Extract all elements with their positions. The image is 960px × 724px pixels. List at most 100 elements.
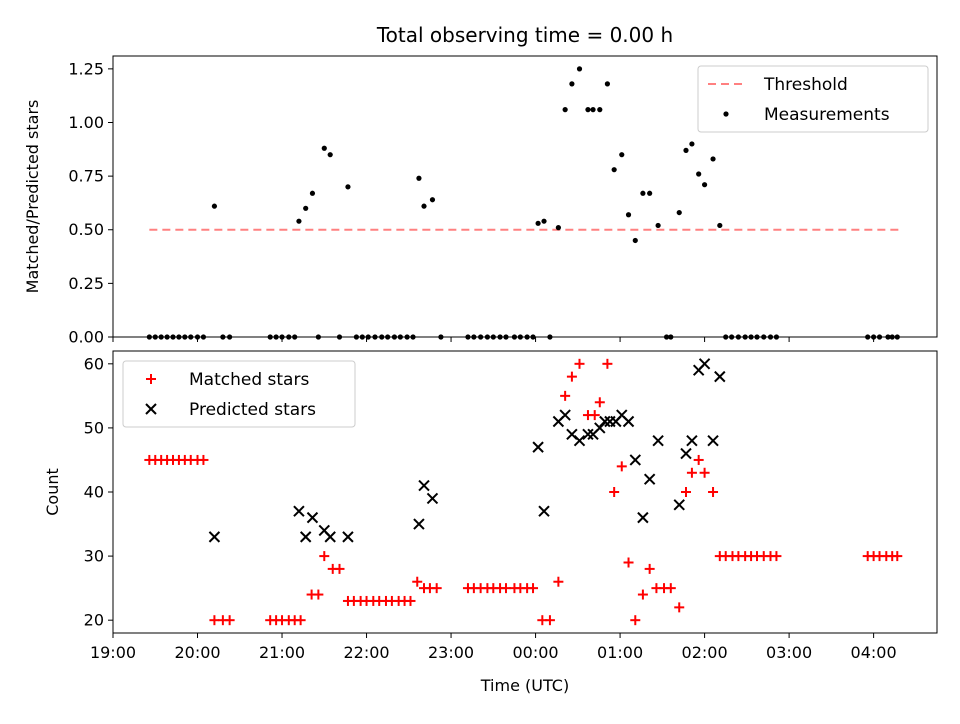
data-point (562, 107, 568, 113)
series-predicted-stars (208, 358, 726, 543)
data-point (686, 435, 698, 447)
ratio-panel: 0.00 0.25 0.50 0.75 1.00 1.25 Matched/Predicte… (23, 55, 938, 347)
y-tick-label: 0.00 (68, 328, 104, 347)
data-point (576, 66, 583, 72)
data-point (643, 473, 656, 485)
data-point (630, 615, 641, 626)
data-point (541, 218, 547, 224)
x-tick-label: 00:00 (513, 643, 559, 662)
data-point (535, 220, 541, 226)
data-point (303, 205, 309, 211)
data-point (559, 409, 571, 421)
x-tick-label: 04:00 (851, 643, 897, 662)
data-point (686, 467, 697, 478)
count-panel: 20 30 40 50 60 19:00 20:00 21:00 22:00 23:00 00:00… (43, 350, 938, 662)
y-tick-label: 0.75 (68, 167, 104, 186)
data-point (209, 615, 220, 626)
y-tick-label: 0.50 (68, 220, 104, 239)
x-tick-label: 02:00 (682, 643, 728, 662)
legend-handle (723, 111, 729, 117)
data-point (629, 454, 641, 466)
data-point (680, 487, 691, 497)
data-point (295, 615, 306, 626)
data-point (892, 551, 903, 562)
data-point (683, 147, 689, 153)
data-point (714, 370, 726, 383)
data-point (319, 551, 330, 562)
data-point (652, 435, 664, 447)
y-tick-label: 30 (84, 547, 104, 566)
data-point (224, 615, 235, 626)
data-point (665, 583, 676, 594)
data-point (623, 557, 634, 568)
data-point (208, 531, 221, 543)
data-point (637, 511, 649, 524)
data-point (625, 212, 632, 218)
plot-frame (112, 55, 938, 338)
data-point (647, 190, 653, 196)
data-point (594, 397, 605, 408)
data-point (313, 589, 324, 600)
legend: Matched stars Predicted stars (122, 360, 356, 428)
data-point (708, 487, 719, 497)
y-tick-label: 20 (84, 611, 104, 630)
legend-entry: Measurements (764, 105, 890, 125)
legend-handle (146, 374, 156, 384)
data-point (429, 197, 436, 203)
data-point (611, 167, 617, 173)
data-point (616, 461, 627, 472)
legend-entry: Matched stars (189, 370, 309, 390)
data-point (680, 447, 692, 460)
data-point (632, 237, 638, 244)
legend-box (122, 360, 356, 428)
data-point (597, 107, 603, 113)
data-point (327, 152, 333, 158)
data-point (418, 479, 430, 492)
data-point (599, 415, 611, 428)
data-point (416, 175, 422, 181)
data-point (412, 576, 423, 587)
data-point (701, 182, 708, 188)
data-point (637, 589, 648, 600)
data-point (421, 203, 427, 209)
data-point (405, 595, 416, 606)
y-axis-label: Matched/Predicted stars (23, 100, 42, 294)
data-point (619, 152, 625, 158)
legend-entry: Predicted stars (189, 400, 316, 420)
data-point (710, 156, 716, 162)
data-point (566, 371, 577, 382)
y-axis-label: Count (43, 468, 62, 516)
data-point (345, 184, 351, 190)
x-tick-label: 03:00 (766, 643, 812, 662)
data-point (604, 81, 611, 87)
data-point (532, 441, 544, 453)
data-point (296, 218, 302, 224)
data-point (771, 551, 782, 562)
data-point (321, 145, 327, 151)
data-point (342, 531, 354, 543)
data-point (644, 563, 655, 574)
x-tick-label: 20:00 (174, 643, 220, 662)
legend-handle (145, 403, 157, 415)
data-point (306, 511, 319, 524)
y-tick-label: 0.25 (68, 274, 104, 293)
data-point (717, 222, 723, 229)
data-point (602, 358, 613, 369)
data-point (293, 505, 305, 517)
data-point (528, 583, 539, 594)
x-tick-label: 19:00 (90, 643, 136, 662)
series-matched-stars (144, 358, 903, 626)
x-tick-label: 21:00 (259, 643, 305, 662)
data-point (211, 203, 218, 209)
chart-title: Total observing time = 0.00 h (376, 23, 673, 47)
y-tick-label: 40 (84, 483, 104, 502)
data-point (582, 428, 594, 441)
data-point (689, 141, 695, 147)
data-point (573, 435, 586, 447)
data-point (309, 190, 316, 196)
data-point (673, 499, 685, 511)
data-point (500, 583, 511, 594)
data-point (413, 518, 425, 530)
data-point (574, 358, 585, 369)
